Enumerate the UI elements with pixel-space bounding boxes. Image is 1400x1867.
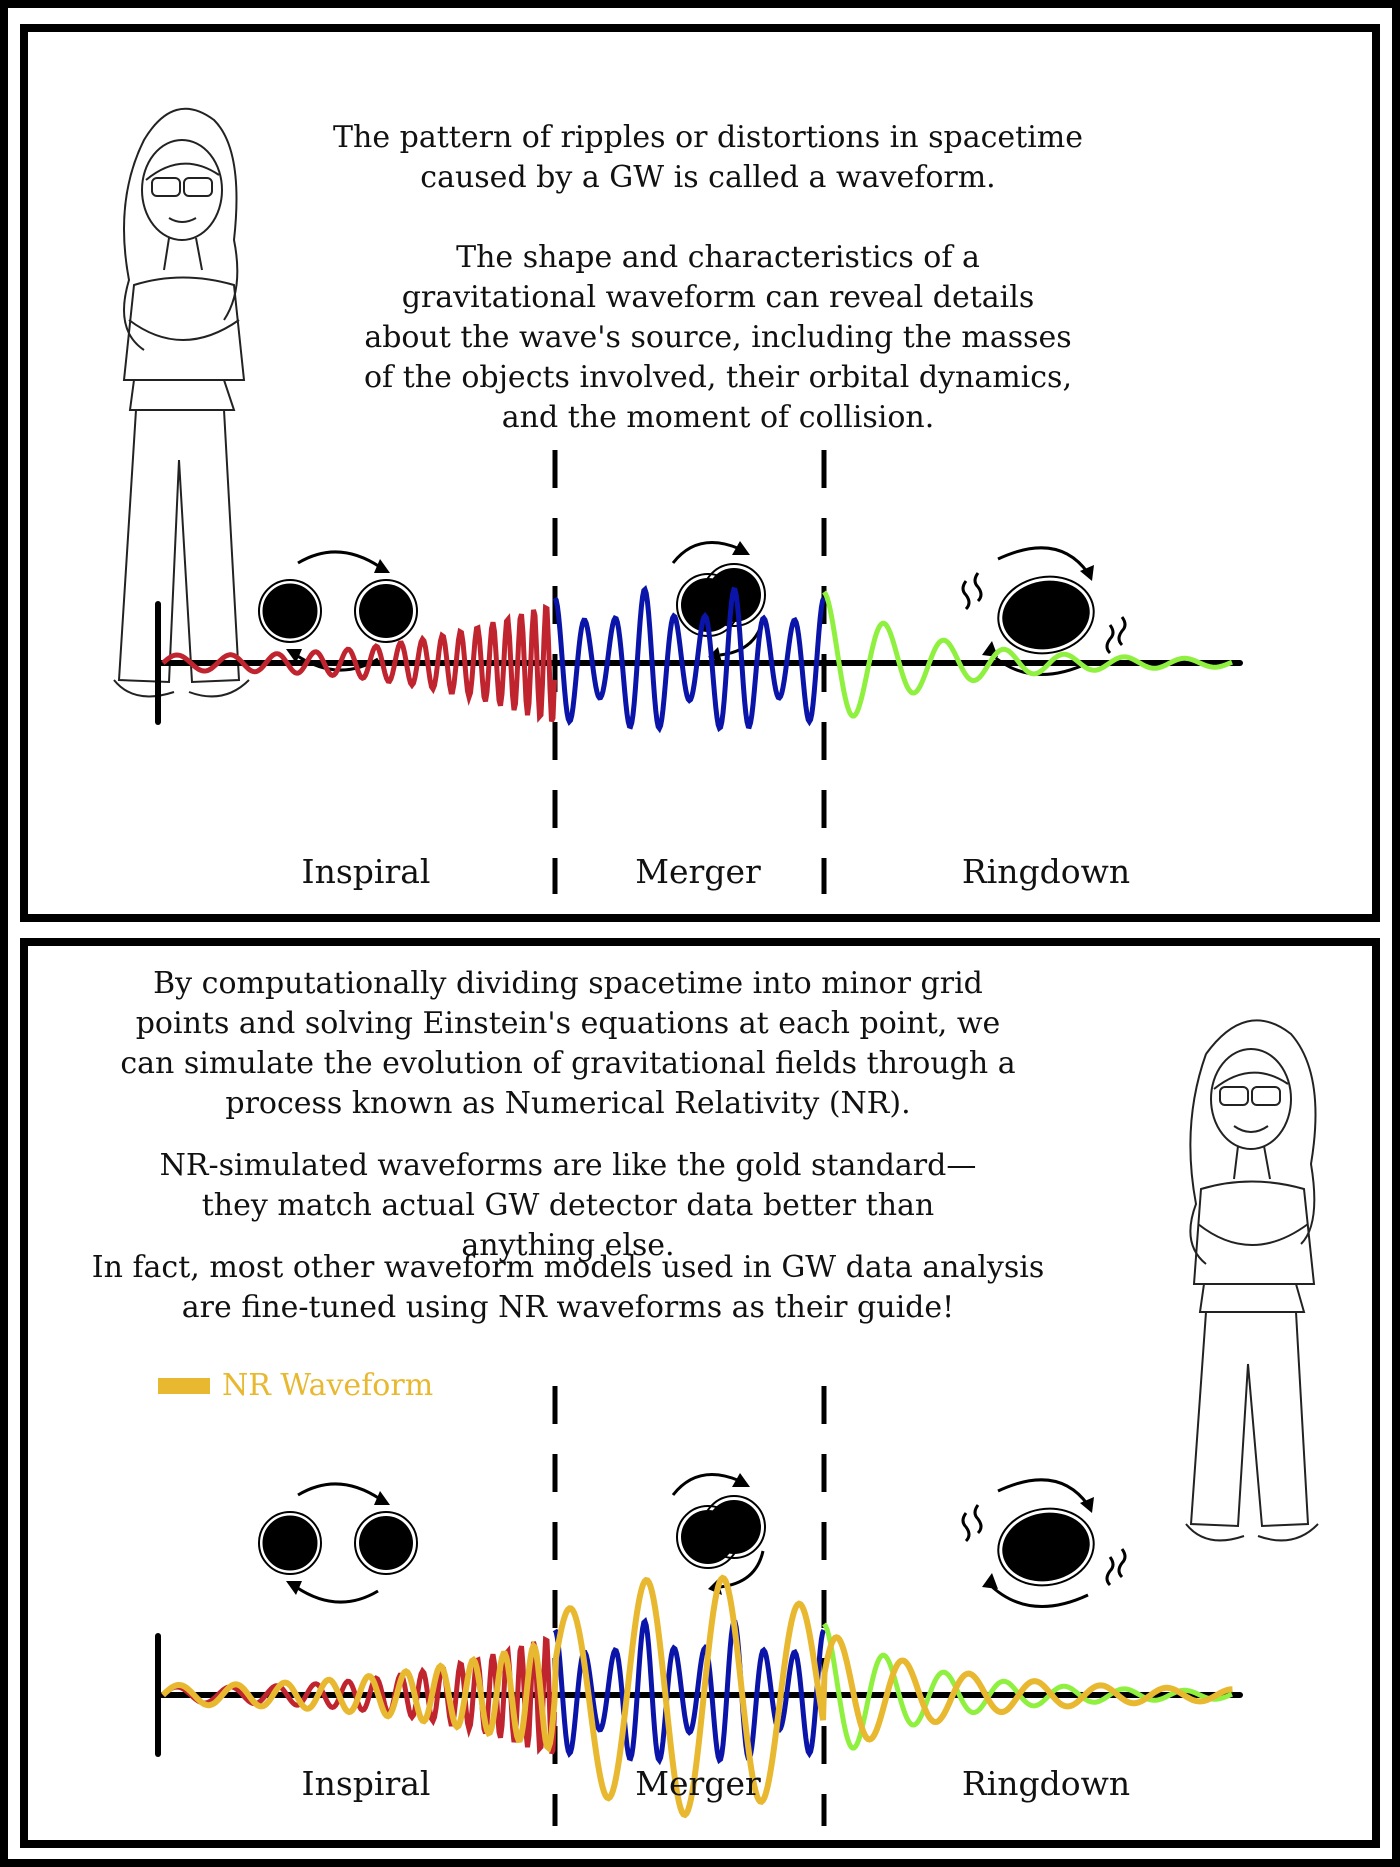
woman-illustration-2 — [1185, 1019, 1319, 1542]
woman-illustration — [113, 107, 250, 698]
merging-black-holes-icon — [671, 1473, 766, 1595]
binary-orbit-icon — [258, 550, 418, 672]
nr-waveform-line — [160, 1574, 1233, 1819]
nr-legend: NR Waveform — [158, 1368, 433, 1403]
top-inspiral-wave — [161, 603, 557, 723]
top-phase-dividers — [552, 450, 827, 894]
top-label-merger: Merger — [635, 852, 761, 891]
top-paragraph-1: The pattern of ripples or distortions in… — [333, 120, 1083, 195]
top-paragraph-2: The shape and characteristics of a gravi… — [364, 240, 1072, 435]
top-panel: The pattern of ripples or distortions in… — [20, 24, 1380, 922]
bottom-label-ringdown: Ringdown — [961, 1764, 1131, 1803]
remnant-black-hole-icon — [961, 1478, 1127, 1608]
bottom-waveform-diagram — [155, 1386, 1243, 1826]
top-ringdown-wave — [822, 590, 1233, 719]
top-label-ringdown: Ringdown — [961, 852, 1131, 891]
top-merger-wave — [552, 585, 827, 734]
remnant-black-hole-icon — [961, 546, 1127, 676]
bottom-paragraph-2: NR-simulated waveforms are like the gold… — [159, 1148, 977, 1263]
bottom-label-merger: Merger — [635, 1764, 761, 1803]
nr-legend-label: NR Waveform — [222, 1368, 434, 1403]
nr-legend-swatch — [158, 1377, 210, 1394]
bottom-paragraph-3: In fact, most other waveform models used… — [91, 1250, 1045, 1325]
top-waveform-diagram — [155, 450, 1243, 894]
top-label-inspiral: Inspiral — [301, 852, 431, 891]
bottom-panel: By computationally dividing spacetime in… — [20, 938, 1380, 1848]
bottom-phase-dividers — [552, 1386, 827, 1826]
bottom-label-inspiral: Inspiral — [301, 1764, 431, 1803]
binary-orbit-icon — [258, 1482, 418, 1604]
bottom-paragraph-1: By computationally dividing spacetime in… — [120, 966, 1016, 1121]
merging-black-holes-icon — [671, 541, 766, 663]
